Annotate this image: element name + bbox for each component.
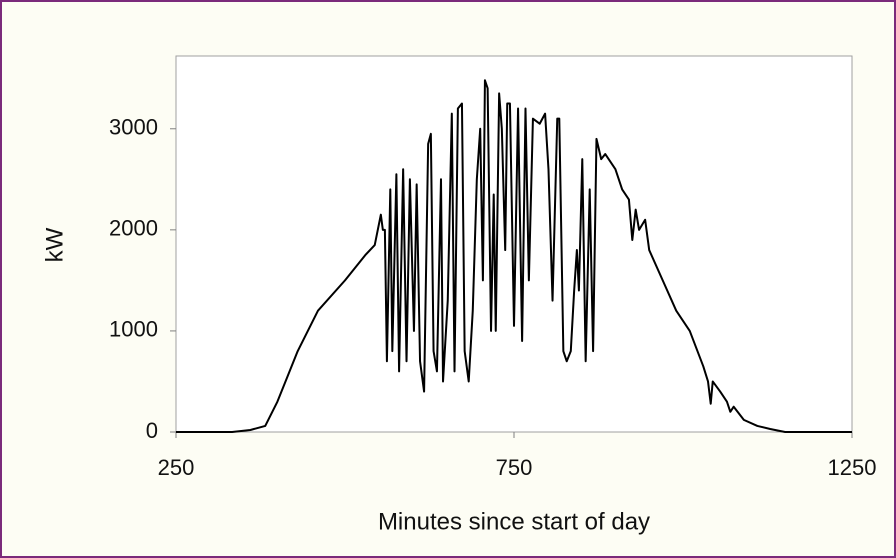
x-tick-label: 250 [158,455,195,480]
data-line [176,79,852,433]
x-axis-title: Minutes since start of day [378,508,650,535]
plot-area [175,55,853,433]
y-tick-label: 0 [146,418,158,443]
y-tick-label: 3000 [109,115,158,140]
y-axis-title: kW [41,227,68,262]
y-tick-label: 1000 [109,317,158,342]
x-tick-label: 1250 [828,455,877,480]
y-tick-label: 2000 [109,216,158,241]
x-tick-label: 750 [496,455,533,480]
